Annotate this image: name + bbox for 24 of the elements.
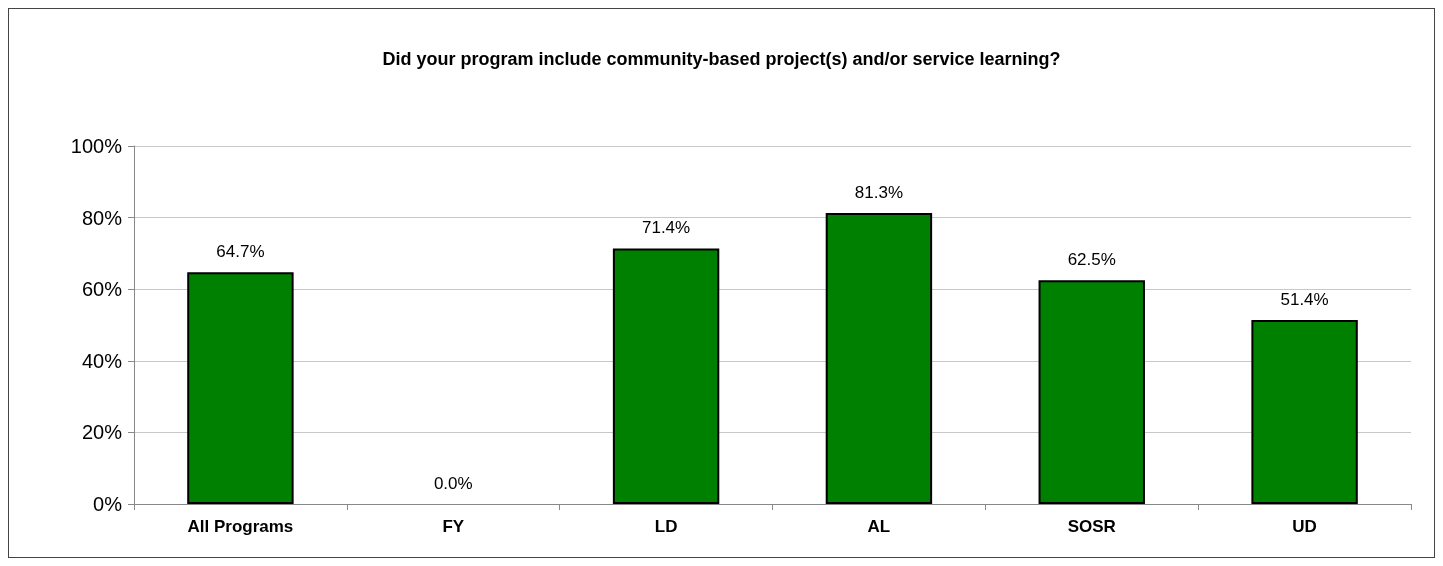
data-label: 62.5% — [1067, 250, 1116, 270]
data-label: 81.3% — [854, 182, 904, 202]
x-tick-label: LD — [654, 517, 678, 536]
y-tick-label: 100% — [70, 135, 123, 157]
y-tick-label: 20% — [81, 421, 123, 444]
y-tick-label: 40% — [81, 349, 123, 372]
bar — [612, 248, 720, 504]
data-label: 0.0% — [433, 474, 473, 493]
x-tick-label: All Programs — [187, 517, 294, 536]
x-tick-label: FY — [442, 517, 465, 536]
x-tick-label: UD — [1292, 517, 1317, 536]
y-tick-label: 80% — [81, 206, 123, 229]
x-tick-label: SOSR — [1067, 517, 1116, 536]
bar — [1038, 280, 1145, 504]
data-label: 64.7% — [216, 242, 265, 262]
chart-title: Did your program include community-based project(s) and/or service learning? — [382, 49, 1061, 69]
bar — [825, 212, 933, 504]
data-label: 51.4% — [1280, 289, 1329, 309]
bar — [1251, 319, 1358, 504]
data-label: 71.4% — [641, 218, 691, 238]
y-tick-label: 0% — [93, 493, 123, 515]
bar — [187, 272, 294, 504]
y-tick-label: 60% — [81, 278, 123, 301]
x-tick-label: AL — [867, 517, 891, 536]
